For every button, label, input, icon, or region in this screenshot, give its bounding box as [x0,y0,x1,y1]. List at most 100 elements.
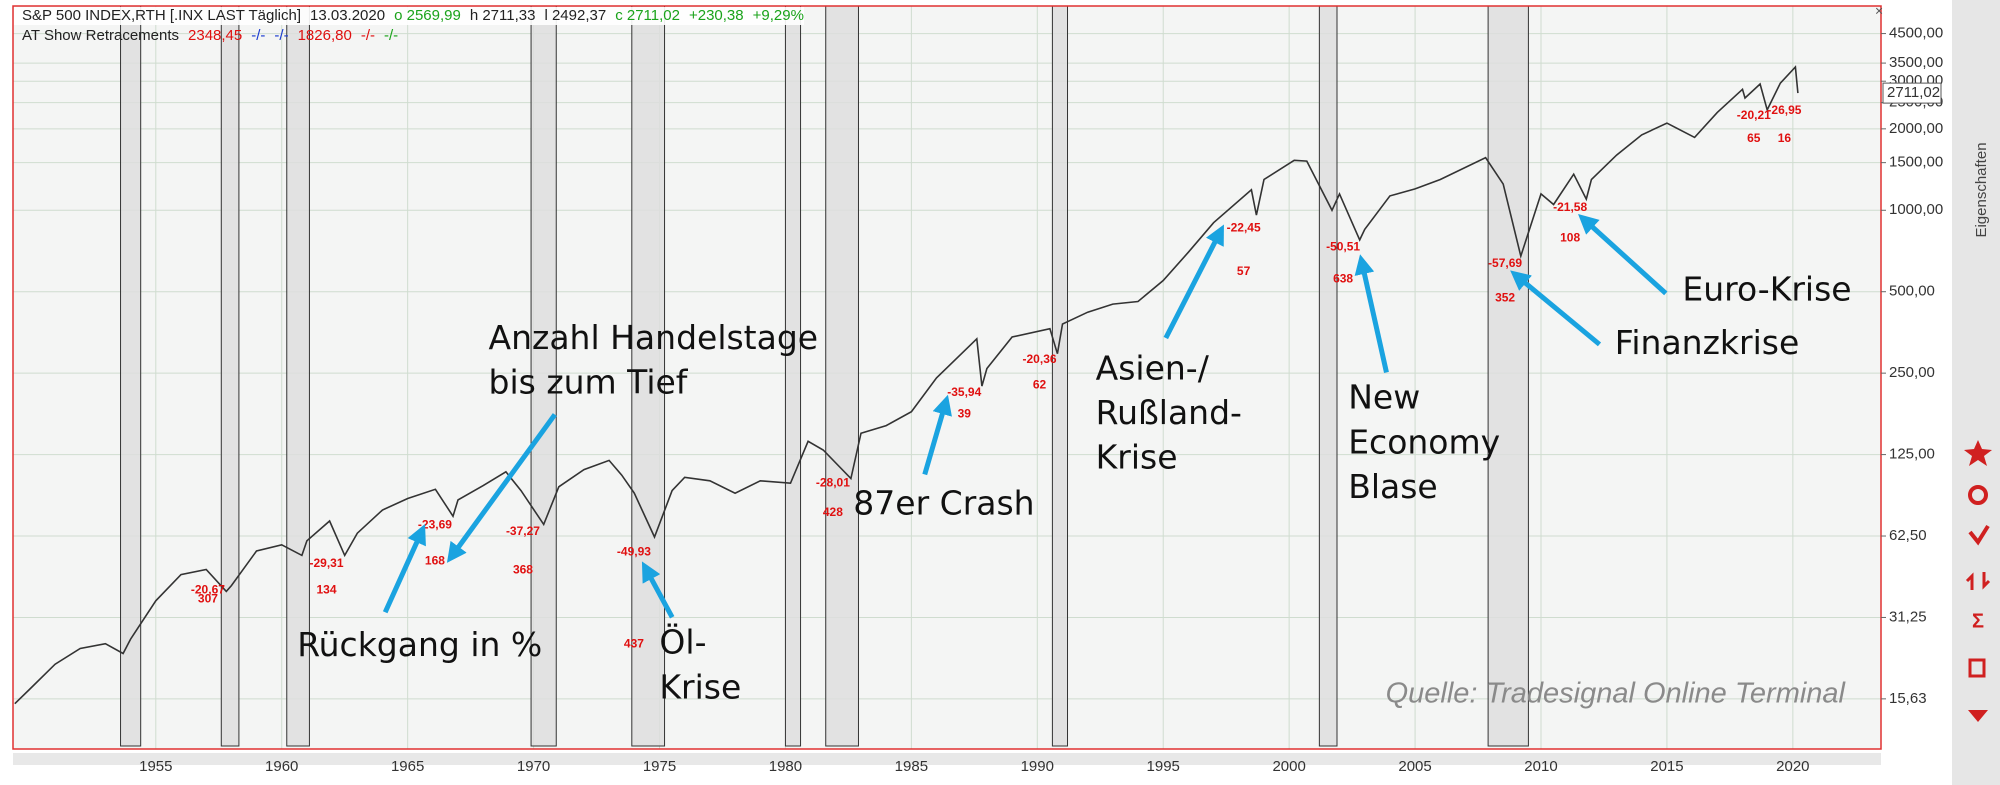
drawdown-percent: -35,94 [947,385,981,399]
annotation: Rückgang in % [297,625,542,664]
indicator-item: -/- [274,27,288,44]
annotation: bis zum Tief [489,362,689,401]
drawdown-percent: -50,51 [1326,240,1360,254]
annotation: Öl- [659,622,706,662]
drawdown-days: 437 [624,636,644,650]
sidebar-label: Eigenschaften [1973,142,1990,237]
drawdown-percent: -37,27 [506,524,540,538]
toolbar-icons: Σ [1964,440,1992,722]
y-tick-label: 15,63 [1889,690,1927,707]
recession-band [1487,5,1529,747]
recession-band [631,5,666,747]
y-tick-label: 2000,00 [1889,120,1943,137]
x-tick-label: 1980 [769,758,802,775]
annotation: New [1348,378,1420,417]
drawdown-percent: -20,36 [1023,352,1057,366]
header-item: 13.03.2020 [310,7,385,24]
plot-frame [12,5,1882,750]
drawdown-days: 638 [1333,272,1353,286]
y-tick-label: 62,50 [1889,527,1927,544]
drawdown-days: 62 [1033,377,1047,391]
annotation: Finanzkrise [1615,323,1799,362]
last-price-label: 2711,02 [1887,84,1940,101]
drawdown-days: 16 [1778,131,1792,145]
drawdown-percent: -28,01 [816,476,850,490]
drawdown-days: 57 [1237,264,1251,278]
annotation-arrow [1578,213,1668,296]
y-tick-label: 31,25 [1889,608,1927,625]
x-tick-label: 2020 [1776,758,1809,775]
y-tick-label: 500,00 [1889,283,1935,300]
drawdown-percent: -23,69 [418,518,452,532]
annotation-arrow [1354,254,1389,373]
x-tick-label: 2010 [1524,758,1557,775]
recession-band [1318,5,1338,747]
annotation: Euro-Krise [1682,269,1851,308]
indicator-item: -/- [251,27,265,44]
recession-band [220,5,240,747]
toolbar [1952,0,2000,785]
recession-band [1051,5,1069,747]
drawdown-percent: -22,45 [1227,220,1261,234]
annotation-arrow [382,524,426,614]
drawdown-days: 108 [1560,231,1580,245]
indicator-item: -/- [361,27,375,44]
drawdown-days: 39 [958,407,972,421]
annotation-arrow [1163,224,1224,340]
drawdown-days: 168 [425,553,445,567]
indicator-item: 2348,45 [188,27,242,44]
x-tick-label: 1955 [139,758,172,775]
recession-band [825,5,859,747]
header-background [14,7,804,25]
indicator-item: AT Show Retracements [22,27,179,44]
header-item: h 2711,33 [470,7,536,24]
header-item: c 2711,02 [615,7,680,24]
source-note: Quelle: Tradesignal Online Terminal [1386,678,1847,710]
x-tick-label: 1960 [265,758,298,775]
scrollbar[interactable] [13,753,1881,765]
annotation: Rußland- [1096,393,1242,432]
x-tick-label: 1975 [643,758,676,775]
annotation-arrow [922,394,952,476]
indicator-item: 1826,80 [298,27,352,44]
drawdown-days: 428 [823,505,843,519]
recession-band [784,5,802,747]
header-item: S&P 500 INDEX,RTH [.INX LAST Täglich] [22,7,301,24]
annotation: Anzahl Handelstage [489,318,819,357]
drawdown-days: 368 [513,562,533,576]
drawdown-percent: -29,31 [310,556,344,570]
price-line [14,65,1799,705]
drawdown-percent: -26,95 [1767,103,1801,117]
indicator-item: -/- [384,27,398,44]
x-tick-label: 1970 [517,758,550,775]
x-tick-label: 1995 [1147,758,1180,775]
annotation: Krise [659,667,741,706]
x-tick-label: 1965 [391,758,424,775]
annotation: Blase [1348,467,1438,506]
x-tick-label: 1990 [1021,758,1054,775]
close-button[interactable]: × [1875,3,1883,19]
recession-band [120,5,142,747]
x-tick-label: 2000 [1272,758,1305,775]
y-tick-label: 3500,00 [1889,54,1943,71]
drawdown-days: 307 [198,592,218,606]
plot-layer [13,5,1881,749]
annotation-arrow [641,561,675,619]
header-item: l 2492,37 [544,7,606,24]
x-tick-label: 1985 [895,758,928,775]
svg-text:Σ: Σ [1972,610,1984,632]
y-tick-label: 4500,00 [1889,25,1943,42]
annotation: Krise [1096,438,1178,477]
drawdown-percent: -21,58 [1553,200,1587,214]
drawdown-percent: -20,67 [191,583,225,597]
header-item: +9,29% [753,7,804,24]
annotation-arrow [446,413,557,563]
drawdown-days: 65 [1747,131,1761,145]
y-tick-label: 125,00 [1889,446,1935,463]
drawdown-percent: -49,93 [617,544,651,558]
header-item: +230,38 [689,7,744,24]
drawdown-percent: -57,69 [1488,256,1522,270]
header-item: o 2569,99 [394,7,461,24]
header-line: S&P 500 INDEX,RTH [.INX LAST Täglich] 13.… [22,7,804,24]
